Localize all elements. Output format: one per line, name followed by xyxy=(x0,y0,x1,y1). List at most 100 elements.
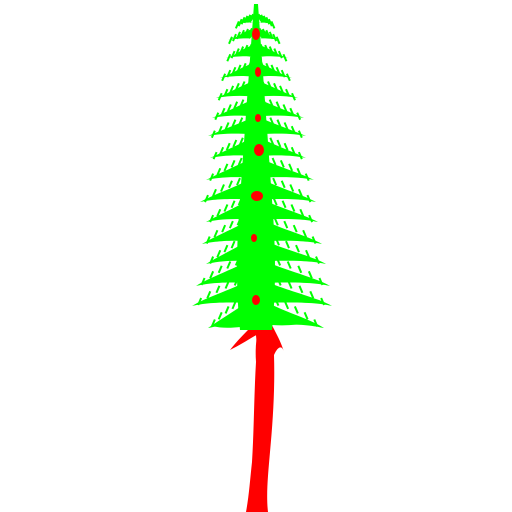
inner-branch-mark xyxy=(255,114,261,122)
needle-stroke xyxy=(290,204,296,212)
needle-stroke xyxy=(245,136,251,144)
needle-stroke xyxy=(213,229,219,238)
needle-stroke xyxy=(220,107,226,116)
needle-stroke xyxy=(231,301,237,310)
needle-stroke xyxy=(284,301,290,310)
needle-stroke xyxy=(309,290,315,299)
needle-stroke xyxy=(289,107,295,116)
needle-stroke xyxy=(276,119,282,128)
needle-stroke xyxy=(209,270,215,279)
needle-stroke xyxy=(275,101,281,110)
needle-stroke xyxy=(216,167,222,176)
needle-stroke xyxy=(264,44,270,53)
needle-stroke xyxy=(267,81,272,89)
needle-stroke xyxy=(219,146,225,155)
needle-stroke xyxy=(274,298,280,307)
needle-stroke xyxy=(206,290,212,299)
needle-stroke xyxy=(232,139,238,148)
needle-stroke xyxy=(243,15,249,24)
needle-stroke xyxy=(239,99,245,108)
needle-stroke xyxy=(241,62,247,71)
needle-stroke xyxy=(286,261,292,269)
needle-stroke xyxy=(243,44,249,53)
needle-stroke xyxy=(290,146,296,155)
needle-stroke xyxy=(263,196,269,204)
needle-stroke xyxy=(234,48,240,56)
needle-stroke xyxy=(212,188,217,197)
needle-stroke xyxy=(265,236,270,244)
needle-stroke xyxy=(244,196,250,204)
needle-stroke xyxy=(297,151,303,160)
needle-stroke xyxy=(298,285,304,294)
needle-stroke xyxy=(265,256,271,265)
needle-stroke xyxy=(270,20,276,29)
needle-stroke xyxy=(287,281,293,289)
needle-stroke xyxy=(307,270,313,279)
needle-stroke xyxy=(280,180,286,189)
needle-stroke xyxy=(260,14,266,23)
needle-stroke xyxy=(236,31,241,40)
needle-stroke xyxy=(304,173,310,182)
needle-stroke xyxy=(226,261,232,269)
needle-stroke xyxy=(229,85,235,94)
needle-stroke xyxy=(233,101,239,110)
needle-stroke xyxy=(291,92,296,101)
needle-stroke xyxy=(228,180,233,189)
needle-stroke xyxy=(275,66,281,75)
needle-stroke xyxy=(197,297,203,306)
needle-stroke xyxy=(225,142,231,151)
needle-stroke xyxy=(318,277,324,286)
needle-stroke xyxy=(282,104,288,112)
needle-stroke xyxy=(221,224,227,233)
branch-left-tier-6 xyxy=(212,98,256,118)
needle-stroke xyxy=(230,240,236,249)
needle-stroke xyxy=(209,256,215,264)
needle-stroke xyxy=(273,82,278,91)
needle-stroke xyxy=(217,311,223,320)
needle-stroke xyxy=(247,43,253,52)
needle-stroke xyxy=(244,216,250,224)
needle-stroke xyxy=(223,204,229,212)
branch-right-tier-15 xyxy=(256,276,332,306)
needle-stroke xyxy=(246,61,252,70)
needle-stroke xyxy=(209,173,215,182)
needle-stroke xyxy=(282,53,288,62)
needle-stroke xyxy=(234,258,240,266)
needle-stroke xyxy=(240,81,246,89)
needle-stroke xyxy=(246,14,252,23)
needle-stroke xyxy=(242,276,248,285)
needle-stroke xyxy=(224,306,230,314)
needle-stroke xyxy=(261,79,266,88)
needle-stroke xyxy=(221,73,227,82)
needle-stroke xyxy=(315,256,320,264)
needle-stroke xyxy=(223,244,229,253)
needle-stroke xyxy=(230,50,236,59)
needle-stroke xyxy=(276,258,282,266)
needle-stroke xyxy=(224,122,230,130)
needle-stroke xyxy=(276,139,282,148)
foliage-skirt xyxy=(212,312,312,328)
needle-stroke xyxy=(265,62,271,71)
needle-stroke xyxy=(230,160,236,168)
branch-left-tier-8 xyxy=(210,136,256,158)
needle-stroke xyxy=(205,236,211,244)
needle-stroke xyxy=(303,311,309,320)
needle-stroke xyxy=(243,256,249,265)
needle-stroke xyxy=(265,16,271,25)
needle-stroke xyxy=(231,119,237,128)
needle-stroke xyxy=(234,20,240,29)
needle-stroke xyxy=(249,13,255,22)
needle-stroke xyxy=(262,15,268,24)
needle-stroke xyxy=(275,237,280,246)
needle-stroke xyxy=(226,53,232,62)
needle-stroke xyxy=(280,69,286,78)
needle-stroke xyxy=(248,27,253,36)
needle-stroke xyxy=(268,99,274,108)
needle-stroke xyxy=(210,130,216,139)
branch-left-tier-7 xyxy=(208,116,256,136)
needle-stroke xyxy=(200,277,206,286)
needle-stroke xyxy=(285,240,290,249)
needle-stroke xyxy=(220,184,225,192)
needle-stroke xyxy=(223,88,229,97)
